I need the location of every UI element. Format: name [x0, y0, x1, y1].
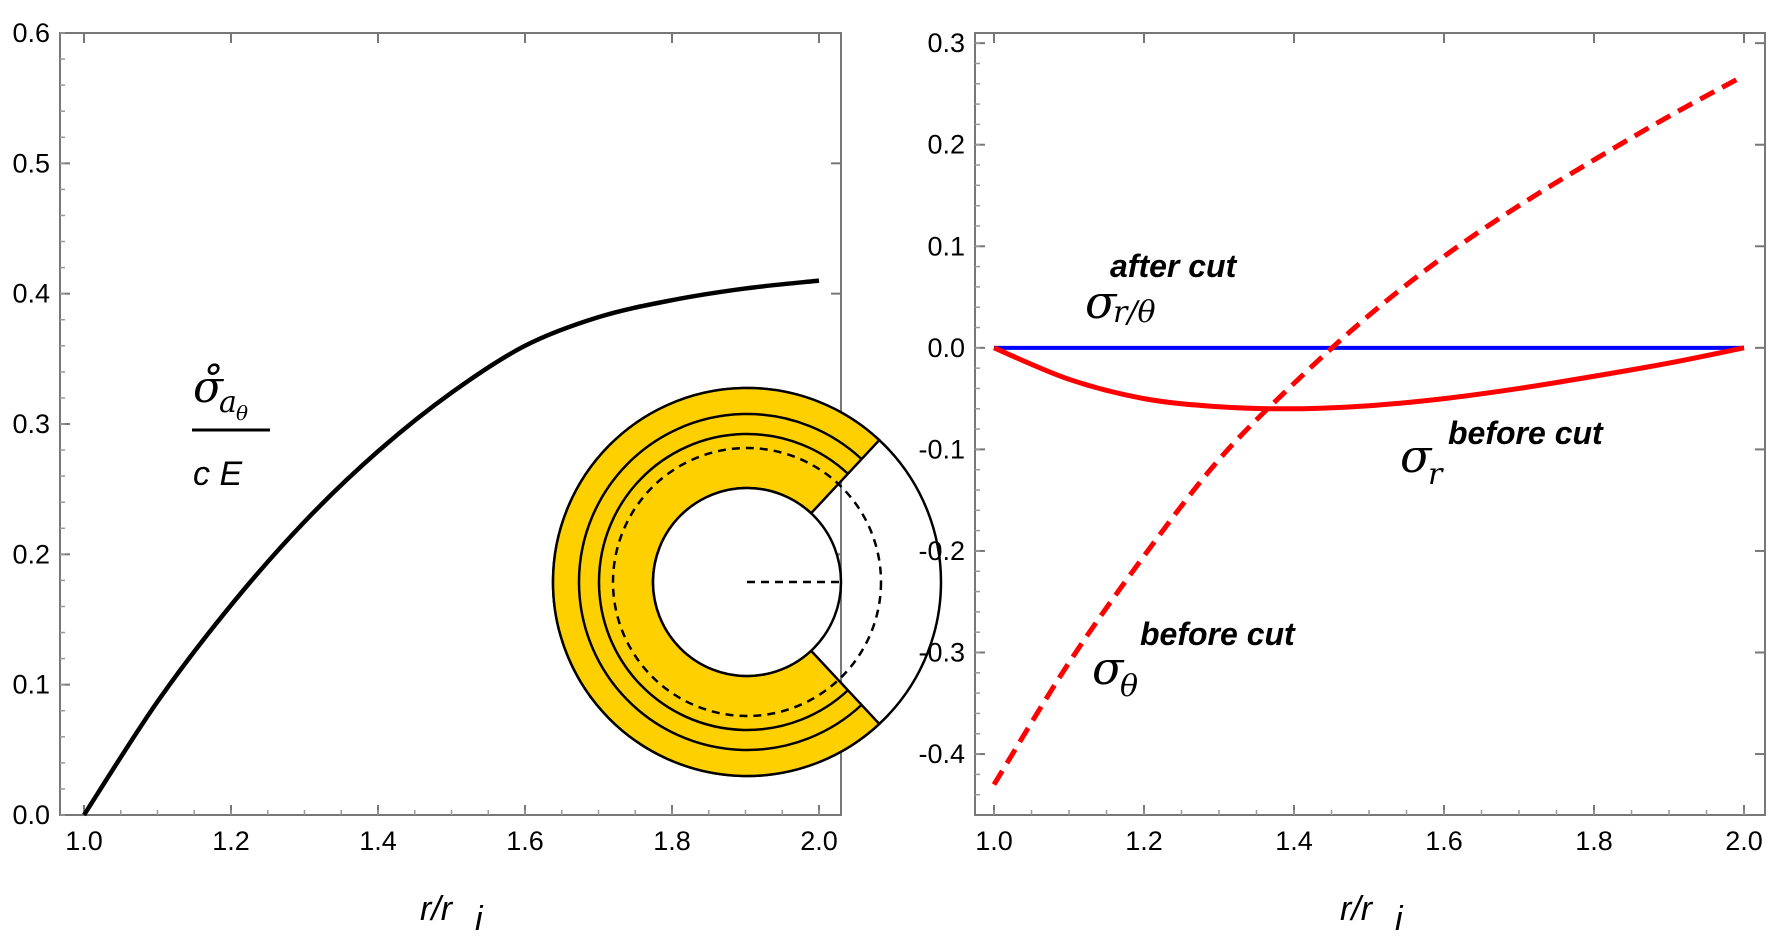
- left-series-line: [82, 278, 820, 817]
- annotation-sigma-theta-before-cut: σ θ before cut: [1092, 616, 1296, 704]
- y-tick-label: 0.0: [12, 800, 50, 830]
- right-x-axis-label: r/r i: [1340, 890, 1404, 938]
- y-tick-label: 0.4: [12, 279, 50, 309]
- x-tick-label: 1.8: [653, 826, 691, 856]
- y-tick-label: 0.1: [12, 670, 50, 700]
- y-tick-label: 0.3: [927, 28, 965, 58]
- y-tick-label: -0.1: [918, 434, 965, 464]
- x-tick-label: 1.0: [975, 826, 1013, 856]
- annotation-superscript: after cut: [1110, 248, 1238, 284]
- y-tick-label: 0.3: [12, 409, 50, 439]
- x-tick-label: 1.2: [212, 826, 250, 856]
- y-label-numerator-subsub: θ: [236, 401, 248, 425]
- y-tick-label: 0.0: [927, 333, 965, 363]
- y-tick-label: -0.3: [918, 638, 965, 668]
- x-label-sub: i: [475, 900, 484, 938]
- sigma-r-before-cut-line: [993, 345, 1745, 412]
- left-y-axis-label: σ̊ a θ c E: [192, 362, 270, 493]
- ring-inner-band-arc: [577, 412, 863, 752]
- x-tick-label: 2.0: [1725, 826, 1763, 856]
- y-label-denominator: c E: [193, 455, 242, 493]
- x-tick-label: 1.6: [506, 826, 544, 856]
- annotation-symbol: σ: [1400, 429, 1433, 483]
- y-label-numerator-sub: a: [219, 385, 237, 420]
- left-x-axis-label: r/r i: [420, 890, 484, 938]
- annotation-sigma-after-cut: σ r/θ after cut: [1085, 248, 1238, 330]
- y-label-numerator-symbol: σ̊: [193, 362, 225, 413]
- annotation-subscript: θ: [1120, 669, 1138, 704]
- x-tick-label: 1.0: [65, 826, 103, 856]
- sigma-theta-before-cut-line: [991, 73, 1746, 786]
- y-tick-label: 0.5: [12, 148, 50, 178]
- x-tick-label: 1.4: [1275, 826, 1313, 856]
- y-tick-label: 0.2: [927, 130, 965, 160]
- y-tick-label: -0.4: [918, 739, 965, 769]
- annotation-symbol: σ: [1092, 641, 1125, 695]
- x-tick-label: 1.8: [1575, 826, 1613, 856]
- annotation-subscript: r/θ: [1113, 295, 1156, 330]
- right-chart: 1.0 1.2 1.4 1.6 1.8 2.0 0.3 0.2 0.1 0.0 -0.1 -0.2 -0…: [918, 28, 1766, 938]
- x-tick-label: 1.2: [1125, 826, 1163, 856]
- annotation-subscript: r: [1428, 457, 1444, 492]
- annotation-superscript: before cut: [1448, 415, 1604, 451]
- left-chart: 1.0 1.2 1.4 1.6 1.8 2.00.00.10.20.30.40.50.6 …: [12, 18, 943, 938]
- x-label-main: r/r: [1340, 890, 1374, 928]
- left-axis-tick-labels: 1.0 1.2 1.4 1.6 1.8 2.0 0.0 0.1 0.2 0.3 0.4 0.5 0.6: [12, 18, 837, 856]
- x-tick-label: 2.0: [800, 826, 838, 856]
- annotation-sigma-r-before-cut: σ r before cut: [1400, 415, 1604, 492]
- annotation-symbol: σ: [1085, 275, 1118, 329]
- ring-inner-band-arc: [597, 432, 849, 732]
- x-tick-label: 1.4: [359, 826, 397, 856]
- x-label-main: r/r: [420, 890, 454, 928]
- x-tick-label: 1.6: [1425, 826, 1463, 856]
- y-tick-label: 0.2: [12, 539, 50, 569]
- y-tick-label: -0.2: [918, 536, 965, 566]
- ring-inset-diagram: [551, 386, 943, 778]
- y-tick-label: 0.1: [927, 231, 965, 261]
- y-tick-label: 0.6: [12, 18, 50, 48]
- annotation-superscript: before cut: [1140, 616, 1296, 652]
- right-plot-frame: [974, 32, 1766, 816]
- right-axis-tick-labels: 1.0 1.2 1.4 1.6 1.8 2.0 0.3 0.2 0.1 0.0 -0.1 -0.2 -0…: [918, 28, 1762, 856]
- dashed-midline-circle: [611, 446, 883, 718]
- x-label-sub: i: [1395, 900, 1404, 938]
- right-axis-ticks: [975, 33, 1765, 815]
